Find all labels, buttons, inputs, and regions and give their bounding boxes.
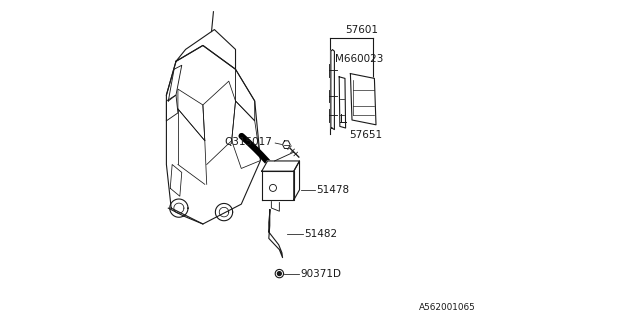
Polygon shape	[351, 74, 376, 125]
Polygon shape	[278, 272, 282, 276]
Text: Q315017: Q315017	[224, 137, 272, 148]
Polygon shape	[339, 77, 346, 128]
Text: 90371D: 90371D	[300, 268, 341, 279]
Polygon shape	[294, 161, 300, 200]
Polygon shape	[262, 161, 300, 171]
Text: 57651: 57651	[349, 130, 382, 140]
Text: M660023: M660023	[335, 54, 384, 64]
Text: 57601: 57601	[346, 25, 379, 35]
Polygon shape	[331, 50, 334, 130]
Text: 51482: 51482	[304, 229, 337, 239]
Text: A562001065: A562001065	[419, 303, 475, 312]
Polygon shape	[283, 141, 291, 148]
Polygon shape	[269, 210, 283, 258]
Polygon shape	[262, 171, 294, 200]
Text: 51478: 51478	[316, 185, 349, 195]
